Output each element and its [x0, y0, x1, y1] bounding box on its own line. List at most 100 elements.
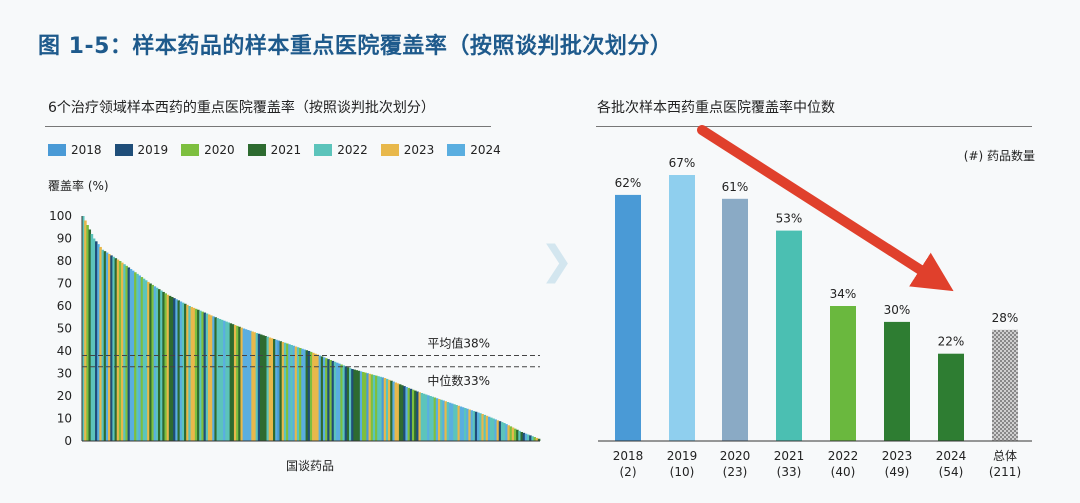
median-bar: [884, 321, 910, 441]
coverage-bar: [392, 381, 395, 441]
coverage-bar: [238, 326, 241, 441]
drug-count-label: (23): [723, 465, 748, 479]
coverage-bar: [160, 290, 163, 441]
coverage-bar: [335, 362, 339, 441]
coverage-bar: [394, 382, 398, 441]
legend-swatch: [181, 144, 200, 156]
coverage-bar: [151, 284, 154, 441]
coverage-bar: [396, 383, 400, 441]
coverage-bar: [320, 356, 324, 441]
coverage-bar: [385, 378, 389, 441]
coverage-bar: [218, 318, 222, 441]
coverage-bar: [194, 308, 198, 441]
coverage-bar: [411, 389, 415, 441]
x-tick-label: 2019: [667, 449, 698, 463]
coverage-bar: [398, 384, 402, 441]
coverage-bar: [197, 309, 200, 441]
coverage-bar: [149, 283, 152, 441]
coverage-bar: [322, 357, 326, 441]
coverage-bar: [88, 229, 92, 441]
coverage-bar: [188, 306, 191, 441]
coverage-bar: [192, 307, 196, 442]
coverage-bar: [301, 348, 304, 441]
coverage-bar: [82, 216, 85, 441]
coverage-bar: [264, 336, 267, 441]
coverage-bar: [461, 407, 465, 441]
coverage-bar: [368, 373, 372, 441]
coverage-bar: [453, 404, 456, 441]
red-arrow-annotation: [697, 125, 954, 292]
left-title-rule: [45, 126, 491, 127]
coverage-bar: [157, 289, 161, 442]
coverage-bar: [136, 273, 139, 441]
x-tick-label: 2018: [613, 449, 644, 463]
coverage-bar: [166, 294, 170, 441]
coverage-bar: [520, 432, 523, 441]
coverage-bar: [190, 306, 194, 441]
legend-label: 2022: [337, 143, 368, 157]
bar-value-label: 22%: [938, 335, 965, 349]
x-tick-label: 2020: [720, 449, 751, 463]
bar-value-label: 62%: [615, 176, 642, 190]
drug-count-label: (54): [939, 465, 964, 479]
coverage-bar: [112, 256, 115, 441]
coverage-bar: [305, 350, 309, 441]
coverage-bar: [173, 298, 176, 442]
coverage-bar: [379, 376, 382, 441]
coverage-bar: [529, 435, 532, 442]
coverage-bar: [383, 378, 387, 441]
coverage-bar: [422, 393, 426, 441]
coverage-bar: [464, 408, 467, 441]
coverage-bar: [147, 281, 150, 441]
coverage-bar: [446, 402, 450, 441]
bar-value-label: 67%: [669, 156, 696, 170]
x-tick-label: 总体: [993, 449, 1017, 463]
coverage-bar: [359, 371, 363, 441]
coverage-bar: [401, 385, 404, 441]
coverage-bar: [325, 358, 328, 441]
coverage-bar: [485, 415, 489, 441]
coverage-bar: [500, 422, 504, 441]
right-title-rule: [596, 126, 1032, 127]
legend-item: 2021: [247, 143, 301, 157]
median-bar: [830, 306, 856, 441]
coverage-bar: [236, 325, 239, 441]
coverage-bar: [121, 262, 124, 441]
coverage-bar: [433, 397, 437, 441]
figure-title: 图 1-5：样本药品的样本重点医院覆盖率（按照谈判批次划分）: [38, 34, 673, 59]
coverage-bar: [481, 414, 484, 441]
coverage-bar: [533, 437, 537, 441]
coverage-bar: [318, 355, 322, 441]
legend-label: 2023: [403, 143, 435, 157]
mean-label: 平均值38%: [427, 336, 490, 351]
coverage-bar: [420, 393, 424, 441]
coverage-bar: [108, 253, 111, 441]
coverage-bar: [355, 370, 359, 441]
coverage-bar: [114, 258, 118, 441]
coverage-bar: [353, 369, 356, 441]
coverage-bar: [281, 342, 285, 441]
y-tick-label: 90: [57, 232, 72, 246]
legend-item: 2018: [48, 143, 102, 157]
coverage-bar: [455, 405, 458, 441]
coverage-bar: [171, 297, 174, 441]
x-tick-label: 2021: [774, 449, 805, 463]
coverage-bar: [427, 395, 430, 441]
coverage-bar: [522, 432, 526, 441]
coverage-bar: [405, 387, 408, 441]
coverage-bar: [90, 234, 94, 441]
coverage-bar: [338, 363, 341, 441]
legend-item: 2024: [447, 143, 501, 157]
coverage-bar: [214, 317, 217, 441]
coverage-bar: [168, 295, 172, 442]
coverage-bar: [487, 416, 491, 441]
coverage-bar: [377, 376, 380, 441]
coverage-bar: [227, 322, 230, 441]
coverage-bar: [492, 418, 495, 441]
coverage-bar: [266, 336, 270, 441]
coverage-bar: [444, 401, 448, 441]
coverage-bar: [251, 331, 254, 441]
coverage-bar: [127, 267, 131, 441]
coverage-bar: [490, 417, 493, 441]
